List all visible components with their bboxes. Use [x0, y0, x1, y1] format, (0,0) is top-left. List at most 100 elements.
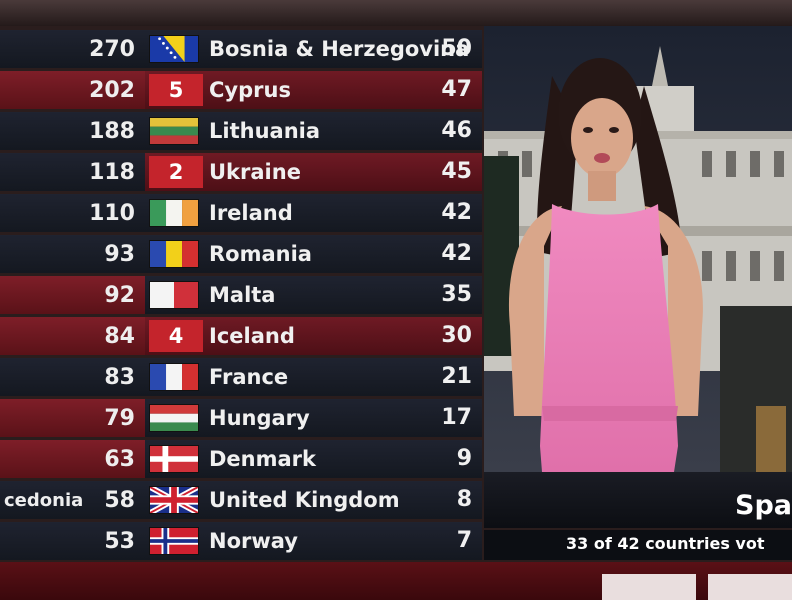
- ireland-flag-icon: [149, 199, 199, 227]
- left-column-value: 110: [89, 201, 135, 226]
- country-name: Bosnia & Herzegovina: [209, 37, 470, 61]
- france-flag-icon: [149, 363, 199, 391]
- country-total: 8: [456, 487, 472, 512]
- country-name: France: [209, 365, 289, 389]
- strip-panel-1: [602, 574, 696, 600]
- scoreboard-row: 110 Ireland 42: [0, 194, 482, 232]
- uk-flag-icon: [148, 484, 200, 516]
- country-cell: Bosnia & Herzegovina 50: [145, 30, 482, 68]
- scoreboard-row: 118 2 Ukraine 45: [0, 153, 482, 191]
- location-label: Spa: [735, 490, 792, 521]
- country-name: Malta: [209, 283, 276, 307]
- info-bar: Spa: [484, 472, 792, 528]
- country-name: Hungary: [209, 406, 310, 430]
- left-column-value: 188: [89, 119, 135, 144]
- country-cell: 5 Cyprus 47: [145, 71, 482, 109]
- country-total: 46: [441, 118, 472, 143]
- scoreboard-row: 79 Hungary 17: [0, 399, 482, 437]
- left-column-value: 92: [104, 283, 135, 308]
- country-name: United Kingdom: [209, 488, 400, 512]
- scoreboard-row: 83 France 21: [0, 358, 482, 396]
- country-cell: Lithuania 46: [145, 112, 482, 150]
- left-column-value: 93: [104, 242, 135, 267]
- country-total: 21: [441, 364, 472, 389]
- country-name: Cyprus: [209, 78, 291, 102]
- presenter: [508, 58, 703, 472]
- awarded-points-badge: 4: [149, 320, 203, 352]
- country-cell: Hungary 17: [145, 399, 482, 437]
- country-total: 30: [441, 323, 472, 348]
- scoreboard-row: 53 Norway 7: [0, 522, 482, 560]
- malta-flag-icon: [149, 281, 199, 309]
- country-name: Lithuania: [209, 119, 321, 143]
- country-name: Romania: [209, 242, 312, 266]
- strip-panel-2: [708, 574, 792, 600]
- country-name: Ukraine: [209, 160, 301, 184]
- hungary-flag-icon: [149, 404, 199, 432]
- country-total: 47: [441, 77, 472, 102]
- country-cell: Norway 7: [145, 522, 482, 560]
- scoreboard-row: 84 4 Iceland 30: [0, 317, 482, 355]
- left-column-cell: 188: [0, 112, 145, 150]
- left-column-value: 118: [89, 160, 135, 185]
- country-total: 45: [441, 159, 472, 184]
- left-column-value: 202: [89, 78, 135, 103]
- country-cell: 4 Iceland 30: [145, 317, 482, 355]
- left-column-cell: cedonia 58: [0, 481, 145, 519]
- country-total: 42: [441, 241, 472, 266]
- country-total: 35: [441, 282, 472, 307]
- left-country-name: cedonia: [4, 490, 84, 511]
- awarded-points-badge: 2: [149, 156, 203, 188]
- scoreboard-row: 93 Romania 42: [0, 235, 482, 273]
- country-cell: Denmark 9: [145, 440, 482, 478]
- left-column-cell: 118: [0, 153, 145, 191]
- scoreboard: 270 Bosnia & Herzegovina 50 202 5 Cyprus 47 188…: [0, 26, 482, 562]
- left-column-cell: 92: [0, 276, 145, 314]
- country-name: Iceland: [209, 324, 295, 348]
- scoreboard-row: cedonia 58 United Kingdom 8: [0, 481, 482, 519]
- scoreboard-row: 188 Lithuania 46: [0, 112, 482, 150]
- country-cell: Ireland 42: [145, 194, 482, 232]
- voting-progress-text: 33 of 42 countries vot: [566, 534, 765, 553]
- denmark-flag-icon: [149, 445, 199, 473]
- left-column-cell: 270: [0, 30, 145, 68]
- country-cell: United Kingdom 8: [145, 481, 482, 519]
- bottom-strip: [0, 562, 792, 600]
- voting-progress: 33 of 42 countries vot: [484, 530, 792, 560]
- bosnia-flag-icon: [149, 35, 199, 63]
- left-column-cell: 83: [0, 358, 145, 396]
- country-total: 17: [441, 405, 472, 430]
- left-column-cell: 93: [0, 235, 145, 273]
- left-column-cell: 53: [0, 522, 145, 560]
- top-glow: [0, 0, 792, 26]
- presenter-video: [484, 26, 792, 472]
- left-column-value: 53: [104, 529, 135, 554]
- country-name: Ireland: [209, 201, 293, 225]
- left-column-value: 83: [104, 365, 135, 390]
- country-total: 7: [456, 528, 472, 553]
- country-name: Denmark: [209, 447, 316, 471]
- romania-flag-icon: [149, 240, 199, 268]
- left-column-cell: 202: [0, 71, 145, 109]
- scoreboard-row: 63 Denmark 9: [0, 440, 482, 478]
- country-cell: 2 Ukraine 45: [145, 153, 482, 191]
- awarded-points-badge: 5: [149, 74, 203, 106]
- left-column-cell: 63: [0, 440, 145, 478]
- country-total: 9: [456, 446, 472, 471]
- presenter-scene: [484, 26, 792, 472]
- left-column-value: 58: [104, 488, 135, 513]
- scoreboard-row: 202 5 Cyprus 47: [0, 71, 482, 109]
- country-total: 50: [441, 36, 472, 61]
- country-cell: Romania 42: [145, 235, 482, 273]
- left-column-cell: 110: [0, 194, 145, 232]
- lithuania-flag-icon: [149, 117, 199, 145]
- left-column-value: 84: [104, 324, 135, 349]
- left-column-cell: 84: [0, 317, 145, 355]
- scoreboard-row: 92 Malta 35: [0, 276, 482, 314]
- scoreboard-row: 270 Bosnia & Herzegovina 50: [0, 30, 482, 68]
- country-name: Norway: [209, 529, 298, 553]
- country-cell: Malta 35: [145, 276, 482, 314]
- norway-flag-icon: [149, 527, 199, 555]
- left-column-cell: 79: [0, 399, 145, 437]
